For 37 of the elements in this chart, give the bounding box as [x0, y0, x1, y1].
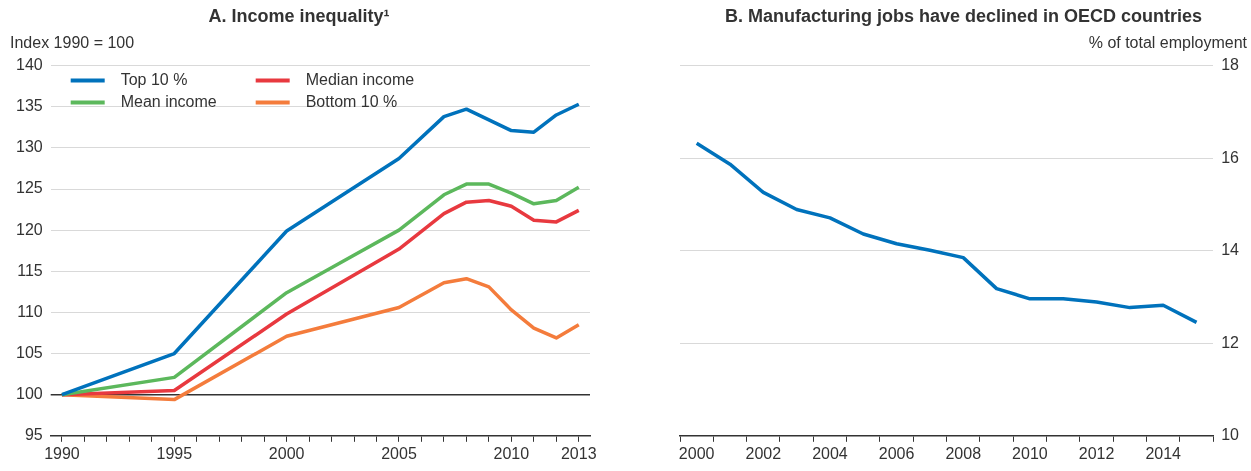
y-tick-label: 95	[24, 426, 43, 444]
x-tick-label: 2008	[945, 444, 982, 462]
y-tick-label: 105	[15, 343, 43, 361]
y2-tick-label: 14	[1221, 241, 1240, 259]
x-tick-label: 1995	[156, 444, 193, 462]
legend-label: Median income	[305, 71, 415, 89]
x-tick-label: 2010	[493, 444, 530, 462]
y-tick-label: 115	[17, 261, 43, 279]
legend-label: Mean income	[120, 93, 217, 111]
y-tick-label: 135	[15, 97, 43, 115]
x-tick-label: 2004	[812, 444, 848, 462]
x-tick-label: 2014	[1145, 444, 1182, 462]
x-tick-label: 2000	[678, 444, 715, 462]
x-tick-label: 2012	[1078, 444, 1115, 462]
y2-tick-label: 16	[1221, 148, 1240, 166]
x-tick-label: 2002	[745, 444, 782, 462]
y2-tick-label: 12	[1221, 333, 1240, 351]
y2-axis-title: % of total employment	[1088, 34, 1248, 52]
y2-tick-label: 18	[1221, 56, 1240, 74]
legend-label: Top 10 %	[120, 71, 188, 89]
y-tick-label: 120	[15, 220, 43, 238]
y-tick-label: 130	[15, 138, 43, 156]
chart-title: B. Manufacturing jobs have declined in OECD countries	[724, 5, 1203, 26]
legend-label: Bottom 10 %	[305, 93, 398, 111]
y-tick-label: 100	[15, 385, 43, 403]
y-tick-label: 110	[17, 302, 43, 320]
x-tick-label: 2013	[560, 444, 597, 462]
chart-title: A. Income inequality¹	[208, 5, 390, 26]
y-tick-label: 140	[15, 56, 43, 74]
y2-tick-label: 10	[1221, 426, 1240, 444]
y-tick-label: 125	[15, 179, 43, 197]
x-tick-label: 2005	[381, 444, 417, 462]
y-axis-title: Index 1990 = 100	[10, 34, 135, 52]
x-tick-label: 1990	[44, 444, 80, 462]
x-tick-label: 2006	[878, 444, 915, 462]
x-tick-label: 2000	[268, 444, 305, 462]
x-tick-label: 2010	[1012, 444, 1048, 462]
